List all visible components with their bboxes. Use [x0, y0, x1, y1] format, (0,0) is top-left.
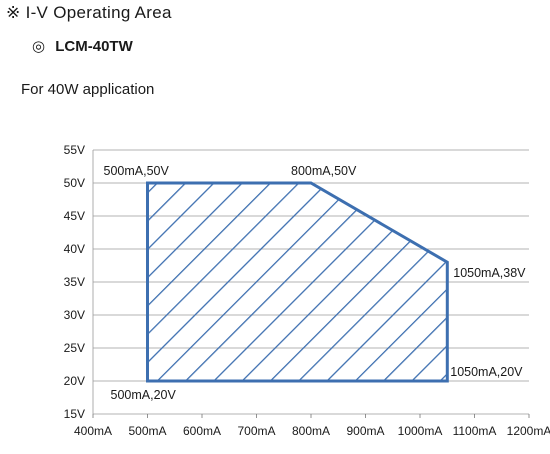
x-tick-label: 500mA: [128, 424, 166, 438]
section-title: ※ I-V Operating Area: [6, 3, 172, 23]
x-tick-label: 1200mA: [507, 424, 550, 438]
model-heading: ◎ LCM-40TW: [32, 37, 133, 55]
y-tick-label: 15V: [64, 407, 85, 421]
corner-annotation: 500mA,20V: [111, 388, 177, 402]
x-tick-label: 800mA: [292, 424, 330, 438]
x-tick-label: 400mA: [74, 424, 112, 438]
x-tick-label: 1000mA: [398, 424, 443, 438]
operating-area-region: [146, 181, 449, 383]
x-tick-label: 700mA: [237, 424, 275, 438]
corner-annotation: 1050mA,20V: [450, 365, 523, 379]
y-tick-label: 40V: [64, 242, 85, 256]
y-tick-label: 35V: [64, 275, 85, 289]
x-tick-label: 1100mA: [453, 424, 497, 438]
corner-annotation: 1050mA,38V: [453, 266, 526, 280]
y-tick-label: 55V: [64, 143, 85, 157]
bullseye-icon: ◎: [32, 38, 46, 55]
model-name: LCM-40TW: [55, 38, 133, 55]
y-tick-label: 30V: [64, 308, 85, 322]
y-tick-label: 50V: [64, 176, 85, 190]
y-tick-label: 20V: [64, 374, 85, 388]
reference-mark-symbol: ※: [6, 3, 21, 22]
x-tick-label: 900mA: [346, 424, 384, 438]
y-tick-label: 45V: [64, 209, 85, 223]
corner-annotation: 500mA,50V: [104, 164, 170, 178]
y-tick-label: 25V: [64, 341, 85, 355]
x-tick-label: 600mA: [183, 424, 221, 438]
application-note: For 40W application: [21, 81, 155, 98]
section-title-text: I-V Operating Area: [25, 3, 172, 22]
corner-annotation: 800mA,50V: [291, 164, 357, 178]
